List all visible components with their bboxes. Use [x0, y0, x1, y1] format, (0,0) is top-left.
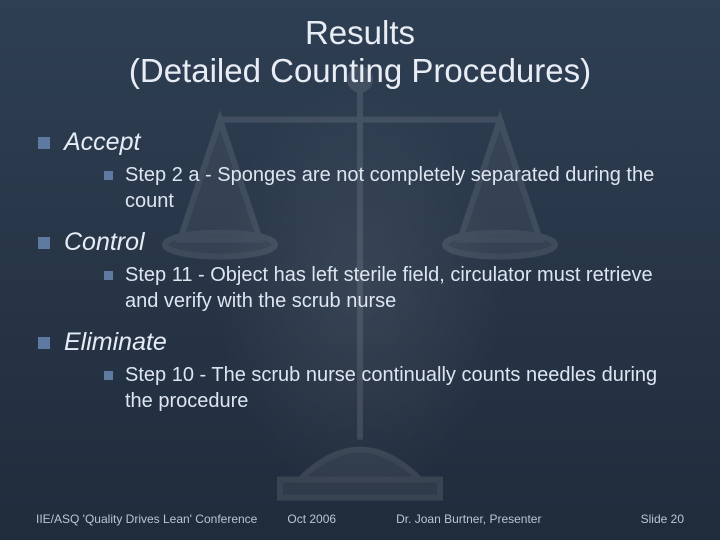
section-accept: Accept — [38, 128, 690, 157]
square-bullet-icon — [104, 171, 113, 180]
square-bullet-icon — [38, 237, 50, 249]
footer-conference: IIE/ASQ 'Quality Drives Lean' Conference — [36, 512, 257, 526]
square-bullet-icon — [38, 337, 50, 349]
section-heading: Control — [64, 228, 145, 257]
section-heading: Eliminate — [64, 328, 167, 357]
title-line-1: Results — [0, 14, 720, 52]
subitem-text: Step 10 - The scrub nurse continually co… — [125, 363, 680, 414]
slide-body: Accept Step 2 a - Sponges are not comple… — [38, 128, 690, 429]
subitem: Step 11 - Object has left sterile field,… — [104, 263, 680, 314]
slide-footer: IIE/ASQ 'Quality Drives Lean' Conference… — [36, 512, 684, 526]
footer-slide-number: Slide 20 — [641, 512, 684, 526]
subitem: Step 2 a - Sponges are not completely se… — [104, 163, 680, 214]
title-line-2: (Detailed Counting Procedures) — [0, 52, 720, 90]
square-bullet-icon — [38, 137, 50, 149]
subitem-text: Step 11 - Object has left sterile field,… — [125, 263, 680, 314]
section-eliminate: Eliminate — [38, 328, 690, 357]
subitem-text: Step 2 a - Sponges are not completely se… — [125, 163, 680, 214]
section-control: Control — [38, 228, 690, 257]
footer-presenter: Dr. Joan Burtner, Presenter — [396, 512, 541, 526]
section-heading: Accept — [64, 128, 140, 157]
slide-title: Results (Detailed Counting Procedures) — [0, 14, 720, 90]
subitem: Step 10 - The scrub nurse continually co… — [104, 363, 680, 414]
footer-date: Oct 2006 — [287, 512, 336, 526]
square-bullet-icon — [104, 371, 113, 380]
slide: Results (Detailed Counting Procedures) A… — [0, 0, 720, 540]
square-bullet-icon — [104, 271, 113, 280]
